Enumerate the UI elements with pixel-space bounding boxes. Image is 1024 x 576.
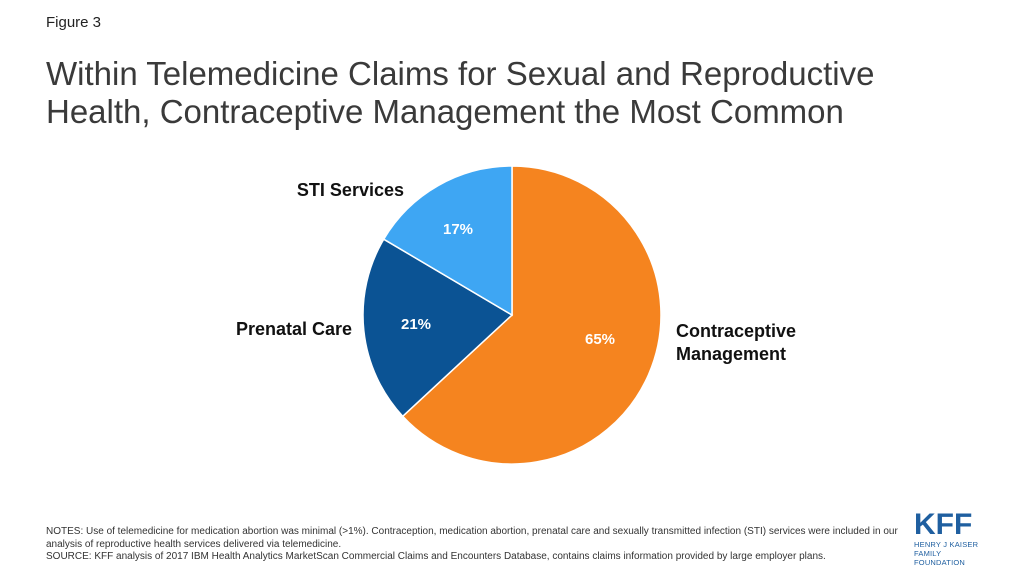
value-label-sti-services: 17%	[443, 221, 473, 238]
category-label-sti-services: STI Services	[297, 180, 404, 200]
category-label-prenatal-care: Prenatal Care	[236, 319, 352, 339]
pie-slices	[362, 165, 662, 465]
pie-slice-sti-services	[382, 165, 513, 317]
value-label-prenatal-care: 21%	[401, 316, 431, 333]
category-label-line: Management	[676, 344, 786, 364]
source-text: SOURCE: KFF analysis of 2017 IBM Health …	[46, 551, 826, 562]
pie-category-labels: Contraceptive Management Prenatal Care STI …	[236, 180, 796, 364]
pie-slice-prenatal-care	[362, 238, 514, 418]
chart-title: Within Telemedicine Claims for Sexual an…	[46, 55, 875, 130]
category-label-line: Prenatal Care	[236, 319, 352, 339]
category-label-contraceptive-management: Contraceptive Management	[676, 321, 796, 364]
logo-line-2: FAMILY FOUNDATION	[914, 549, 966, 567]
logo-line-1: HENRY J KAISER	[914, 540, 979, 549]
pie-slice-contraceptive-management	[401, 165, 662, 465]
notes: NOTES: Use of telemedicine for medicatio…	[46, 526, 906, 564]
category-label-line: Contraceptive	[676, 321, 796, 341]
figure-label: Figure 3	[46, 14, 102, 31]
notes-text: NOTES: Use of telemedicine for medicatio…	[46, 526, 898, 550]
logo-mark: KFF	[914, 508, 973, 541]
kff-logo: KFF HENRY J KAISER FAMILY FOUNDATION	[914, 508, 994, 568]
pie-value-labels: 65% 21% 17%	[401, 221, 615, 348]
category-label-line: STI Services	[297, 180, 404, 200]
value-label-contraceptive-management: 65%	[585, 331, 615, 348]
